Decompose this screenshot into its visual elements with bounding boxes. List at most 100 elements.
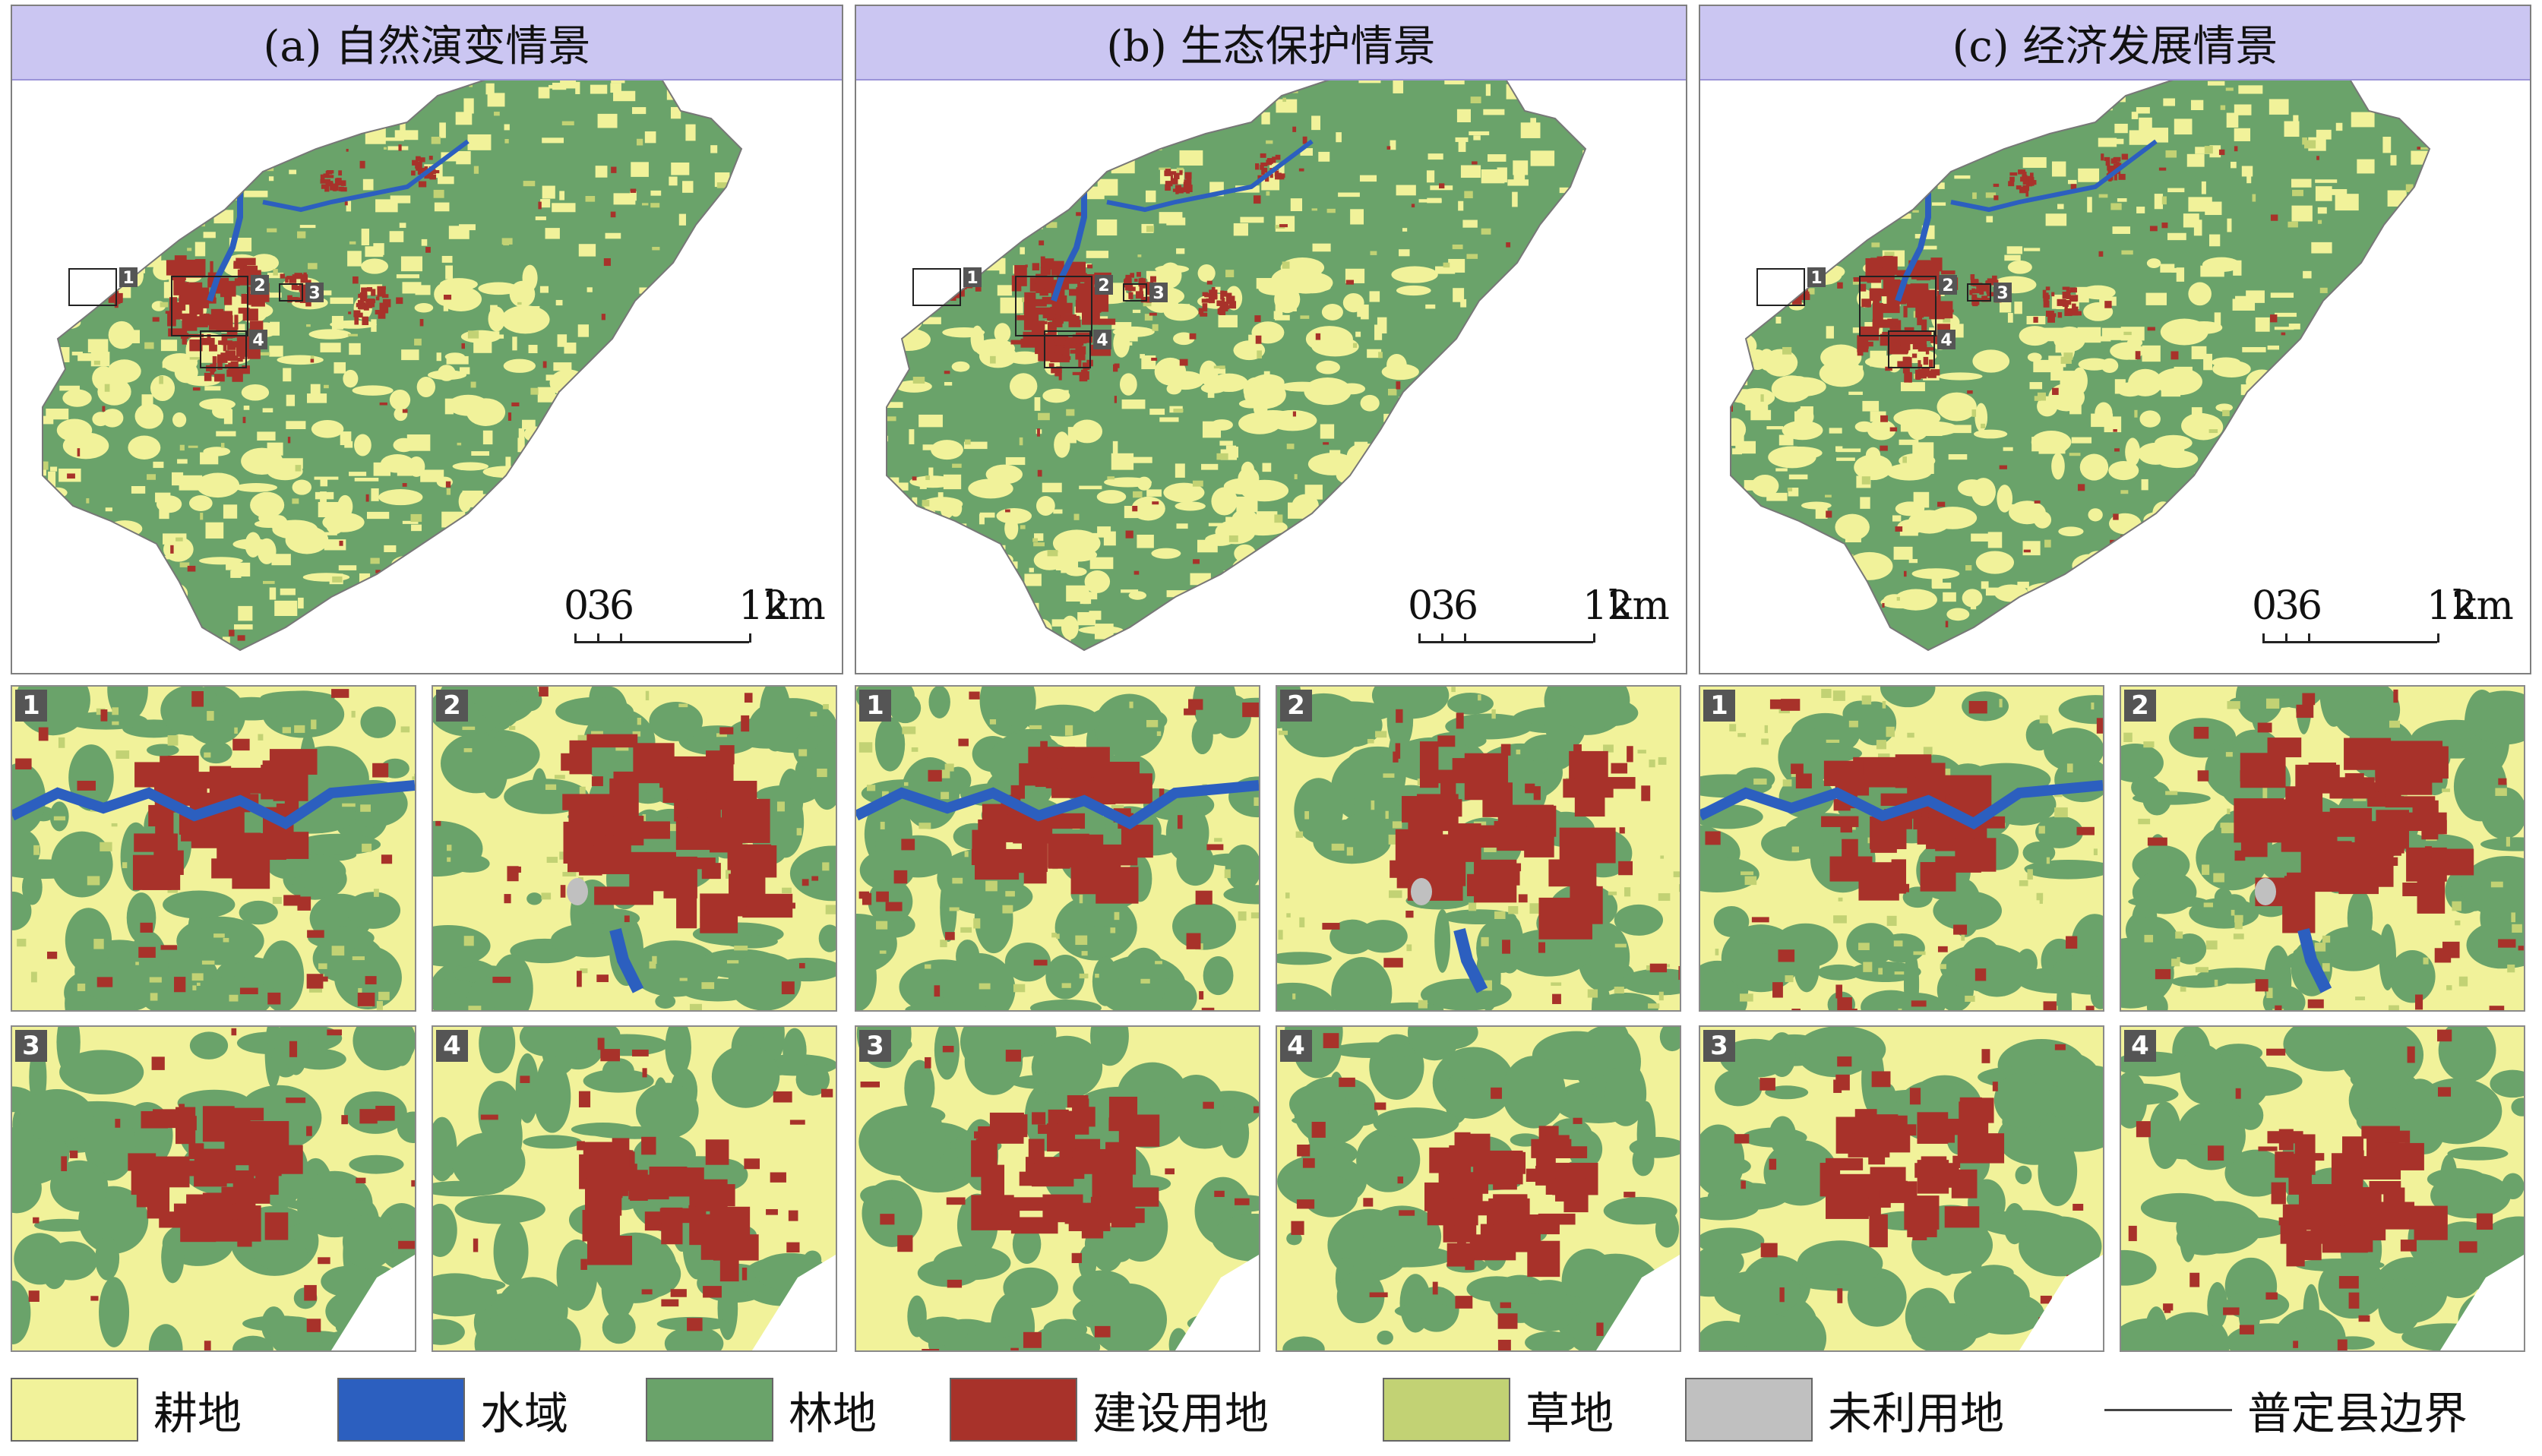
inset-extent-box (1756, 268, 1805, 306)
inset-extent-box (1015, 276, 1092, 336)
legend-label: 未利用地 (1828, 1388, 2005, 1439)
scale-tick-label: 3 (586, 583, 612, 629)
legend-item: 草地 (1383, 1373, 1614, 1446)
inset-number-badge: 2 (2124, 690, 2156, 722)
legend-item: 建设用地 (950, 1373, 1269, 1446)
scale-tick (2437, 633, 2439, 643)
scale-line (1418, 641, 1593, 643)
panel-title: (c) 经济发展情景 (1700, 6, 2530, 81)
inset-number-badge: 3 (1703, 1030, 1735, 1062)
inset-map: 3 (1699, 1025, 2104, 1352)
inset-number-badge: 3 (859, 1030, 891, 1062)
legend-swatch (2104, 1408, 2232, 1411)
scale-bar: 0 3 6 12 km (559, 583, 826, 659)
box-label: 3 (1152, 284, 1164, 303)
inset-map: 4 (432, 1025, 837, 1352)
legend-label: 普定县边界 (2247, 1388, 2468, 1439)
legend-swatch (337, 1378, 465, 1442)
scale-tick (620, 633, 622, 643)
inset-landuse-raster (2121, 687, 2524, 1010)
county-map: 1 2 3 4 (886, 81, 1587, 652)
legend-label: 草地 (1526, 1388, 1614, 1439)
scale-tick-label: 0 (1408, 583, 1434, 629)
box-label: 2 (1942, 276, 1953, 295)
scale-tick (2308, 633, 2310, 643)
inset-map: 2 (2120, 685, 2525, 1012)
scale-tick (1418, 633, 1421, 643)
inset-extent-box (1859, 276, 1937, 336)
inset-landuse-raster (856, 687, 1259, 1010)
box-label: 4 (1096, 331, 1108, 350)
box-label: 4 (1940, 331, 1952, 350)
scale-unit: km (1608, 583, 1670, 629)
box-label: 2 (254, 276, 265, 295)
inset-number-badge: 4 (2124, 1030, 2156, 1062)
inset-extent-box (279, 283, 303, 302)
inset-extent-box (1044, 330, 1091, 368)
inset-map: 1 (1699, 685, 2104, 1012)
scale-unit: km (2452, 583, 2514, 629)
scale-tick-label: 0 (564, 583, 590, 629)
inset-extent-box (68, 268, 117, 306)
county-map: 1 2 3 4 (42, 81, 743, 652)
inset-extent-box (1888, 330, 1935, 368)
inset-number-badge: 4 (1280, 1030, 1312, 1062)
inset-number-badge: 2 (436, 690, 468, 722)
inset-map: 4 (1276, 1025, 1681, 1352)
county-boundary (1730, 81, 2431, 652)
inset-landuse-raster (12, 687, 415, 1010)
scale-line (574, 641, 749, 643)
scale-tick (1593, 633, 1595, 643)
box-label: 4 (252, 331, 264, 350)
inset-map: 4 (2120, 1025, 2525, 1352)
legend-swatch (1685, 1378, 1813, 1442)
legend-item: 未利用地 (1685, 1373, 2004, 1446)
panel-title: (a) 自然演变情景 (12, 6, 842, 81)
legend-label: 水域 (480, 1388, 569, 1439)
inset-landuse-raster (433, 687, 836, 1010)
inset-number-badge: 1 (15, 690, 47, 722)
scale-tick-label: 6 (609, 583, 635, 629)
inset-landuse-raster (1277, 687, 1680, 1010)
inset-number-badge: 4 (436, 1030, 468, 1062)
scale-line (2262, 641, 2437, 643)
inset-map: 2 (432, 685, 837, 1012)
legend-swatch (950, 1378, 1077, 1442)
inset-number-badge: 3 (15, 1030, 47, 1062)
inset-extent-box (1123, 283, 1147, 302)
panel-title: (b) 生态保护情景 (856, 6, 1686, 81)
legend-item: 林地 (646, 1373, 877, 1446)
inset-landuse-raster (1700, 687, 2103, 1010)
legend-swatch (1383, 1378, 1510, 1442)
inset-number-badge: 1 (859, 690, 891, 722)
county-boundary (886, 81, 1587, 652)
scale-tick-label: 12 (738, 583, 789, 629)
legend-label: 林地 (789, 1388, 877, 1439)
legend-swatch (646, 1378, 773, 1442)
scale-tick-label: 0 (2252, 583, 2278, 629)
inset-map: 3 (11, 1025, 416, 1352)
legend-item: 水域 (337, 1373, 568, 1446)
scale-tick-label: 12 (1582, 583, 1633, 629)
county-map: 1 2 3 4 (1730, 81, 2431, 652)
box-label: 3 (1997, 284, 2008, 303)
scale-bar: 0 3 6 12 km (2247, 583, 2514, 659)
scale-bar: 0 3 6 12 km (1403, 583, 1670, 659)
legend-swatch (11, 1378, 138, 1442)
legend-item: 普定县边界 (2104, 1373, 2468, 1446)
inset-landuse-raster (12, 1027, 415, 1350)
scale-tick (597, 633, 599, 643)
scale-unit: km (764, 583, 826, 629)
scale-tick-label: 3 (1431, 583, 1456, 629)
inset-map: 1 (11, 685, 416, 1012)
inset-extent-box (1967, 283, 1991, 302)
inset-map: 3 (855, 1025, 1260, 1352)
scale-tick-label: 6 (2297, 583, 2323, 629)
box-label: 1 (966, 269, 978, 288)
inset-landuse-raster (1700, 1027, 2103, 1350)
legend-label: 耕地 (153, 1388, 242, 1439)
legend-label: 建设用地 (1092, 1388, 1269, 1439)
inset-map: 2 (1276, 685, 1681, 1012)
